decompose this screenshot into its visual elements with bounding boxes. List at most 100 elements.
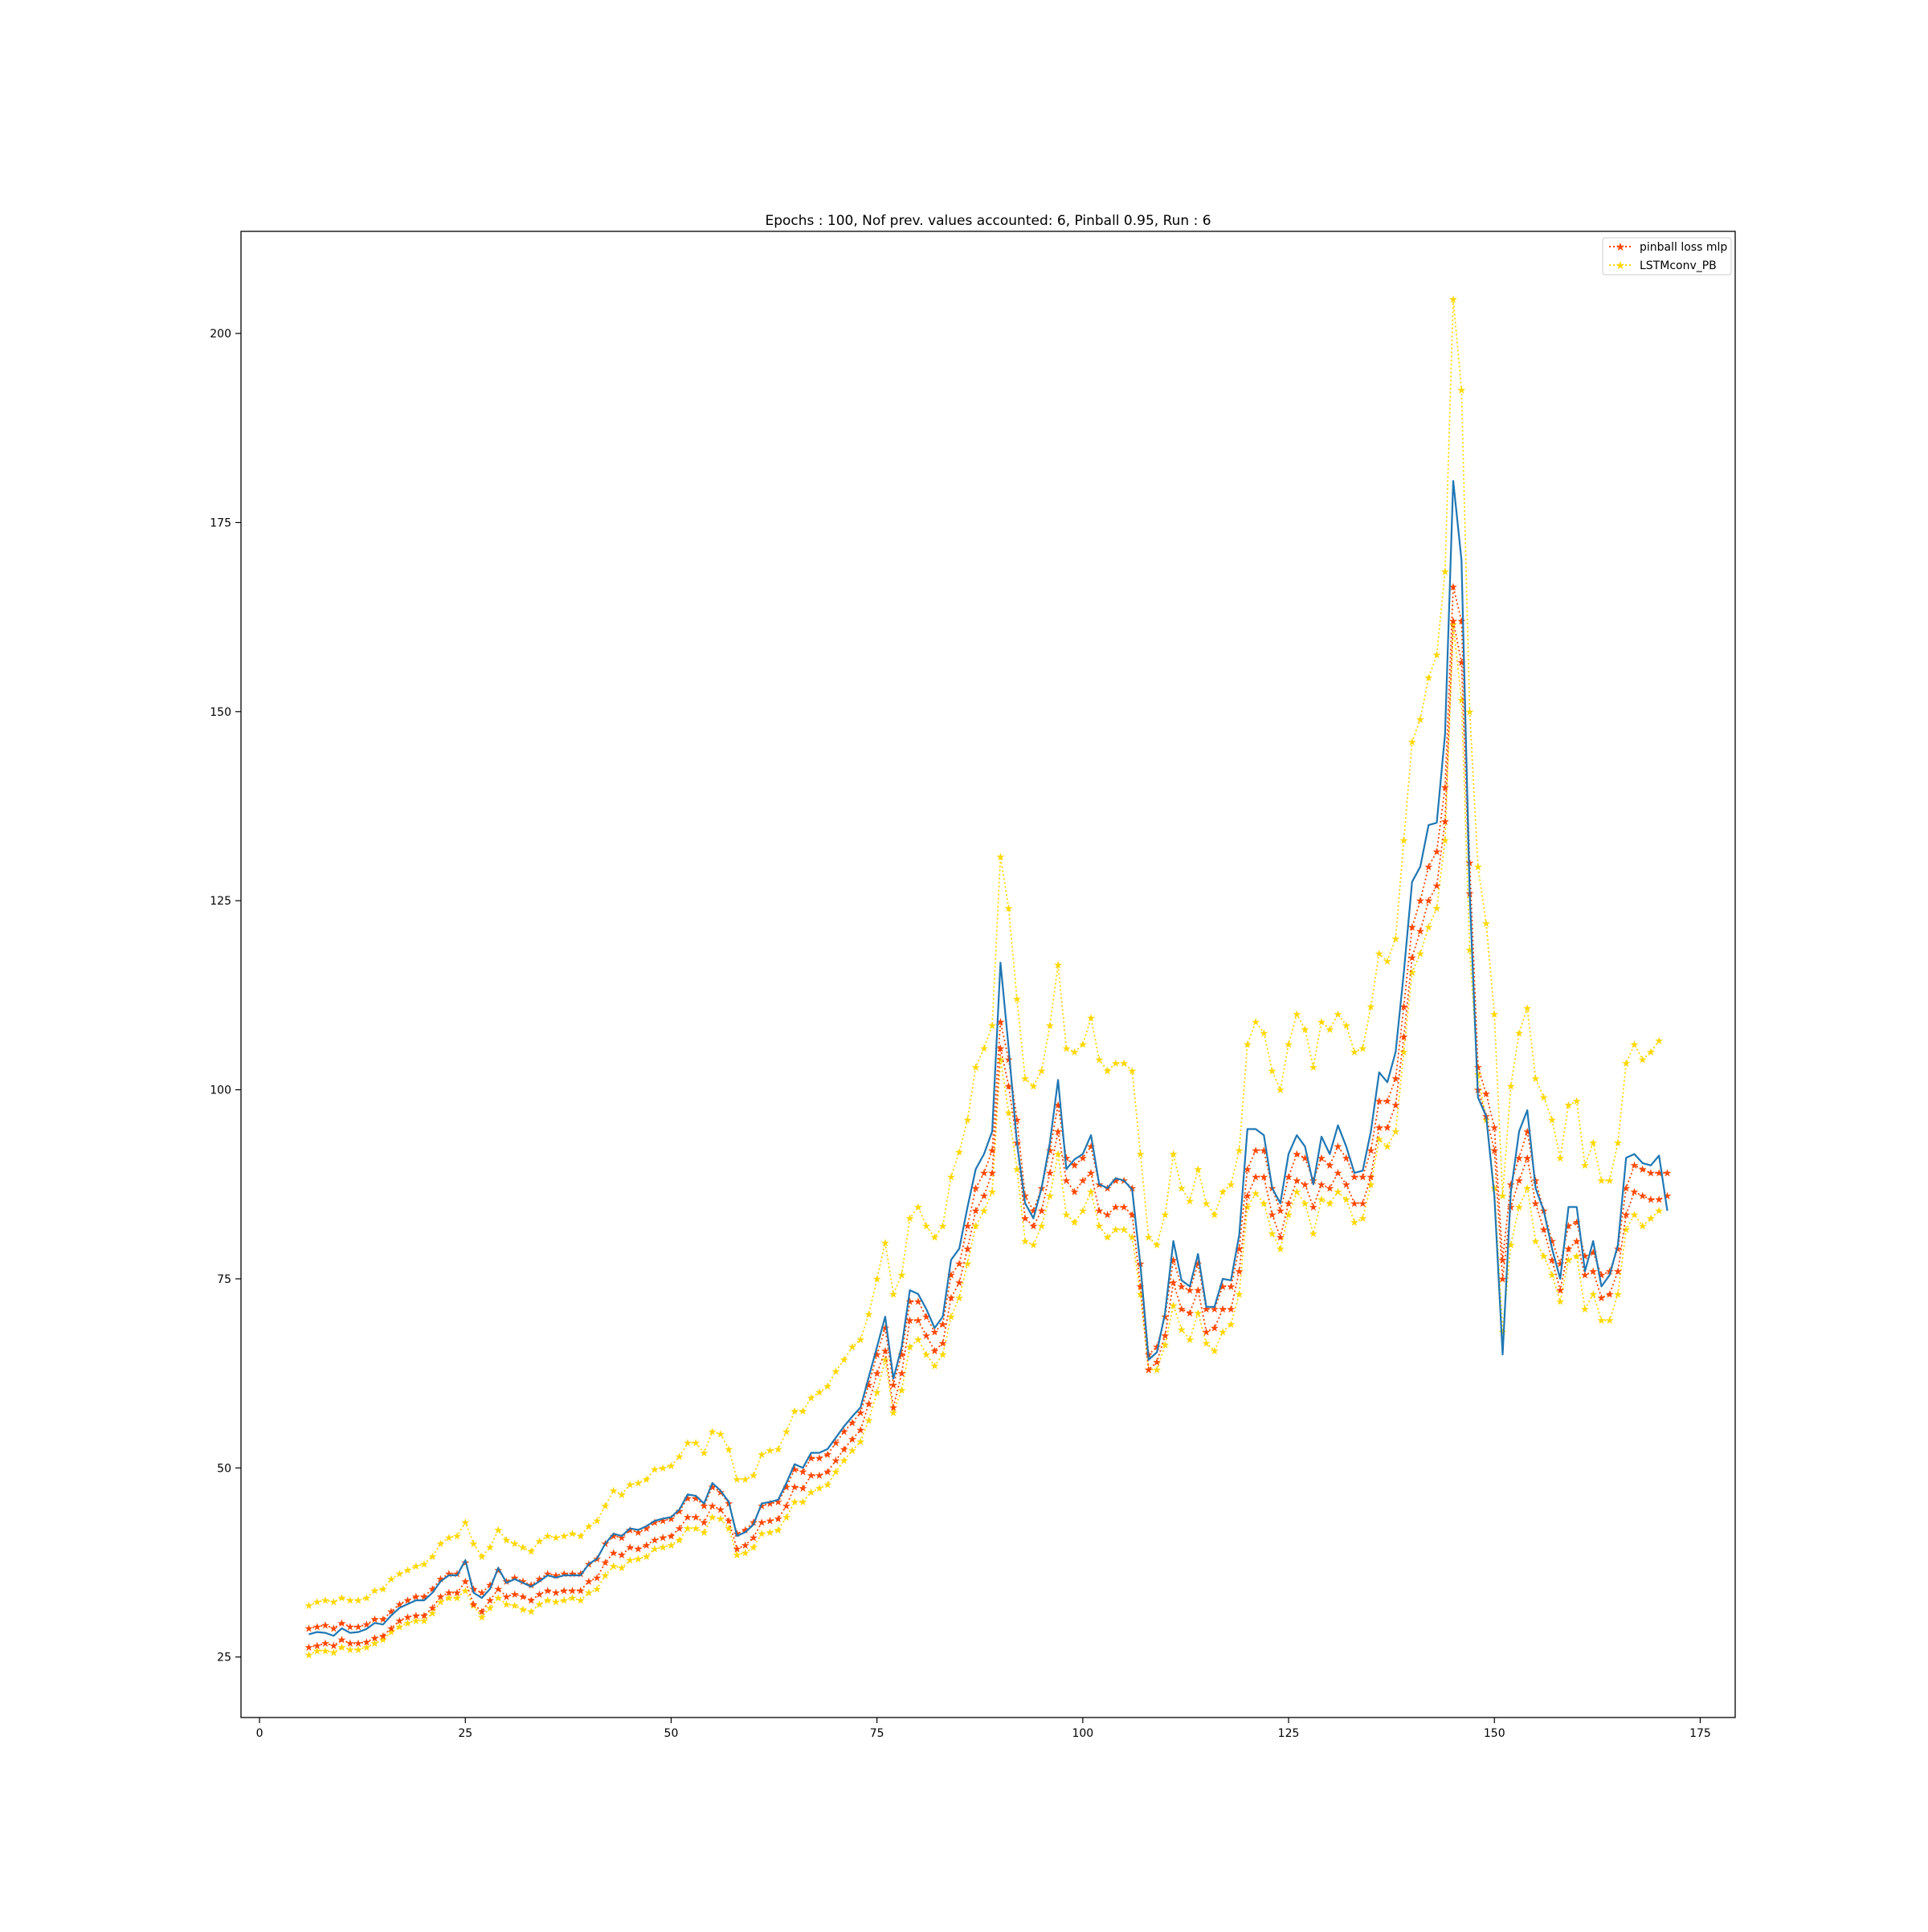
data-point-lstm-lower: ★: [1613, 1289, 1623, 1301]
data-point-pinball-upper: ★: [609, 1531, 619, 1543]
series-pinball-lower: ★ ★ ★ ★ ★ ★ ★ ★ ★ ★ ★ ★ ★ ★ ★ ★ ★ ★ ★ ★ ★ ★ ★ ★ ★ ★ ★ ★ ★ ★ ★ ★ ★ ★ ★ ★ ★ ★ ★ ★…: [304, 615, 1673, 1653]
data-point-lstm-upper: ★: [485, 1542, 495, 1554]
data-point-lstm-lower: ★: [1654, 1206, 1664, 1218]
data-point-lstm-upper: ★: [1489, 1009, 1499, 1021]
data-point-pinball-lower: ★: [1432, 880, 1442, 892]
data-point-lstm-lower: ★: [345, 1644, 355, 1656]
data-point-lstm-lower: ★: [543, 1595, 553, 1607]
data-point-lstm-upper: ★: [1448, 294, 1458, 306]
data-point-lstm-upper: ★: [864, 1309, 874, 1321]
data-point-pinball-lower: ★: [510, 1589, 520, 1601]
data-point-lstm-upper: ★: [979, 1043, 989, 1055]
data-point-pinball-lower: ★: [1489, 1145, 1499, 1157]
data-point-lstm-upper: ★: [1177, 1183, 1187, 1195]
data-point-lstm-upper: ★: [584, 1521, 594, 1533]
data-point-pinball-upper: ★: [1547, 1236, 1557, 1248]
data-point-pinball-upper: ★: [1210, 1304, 1219, 1316]
data-point-pinball-upper: ★: [427, 1583, 437, 1595]
data-point-pinball-lower: ★: [1152, 1357, 1162, 1369]
data-point-pinball-upper: ★: [1407, 922, 1417, 934]
y-tick-label: 150: [210, 706, 231, 719]
data-point-pinball-upper: ★: [1029, 1206, 1039, 1218]
data-point-pinball-lower: ★: [1663, 1191, 1673, 1203]
data-point-pinball-upper: ★: [477, 1587, 487, 1599]
data-point-lstm-upper: ★: [394, 1569, 404, 1581]
data-point-pinball-lower: ★: [1366, 1171, 1376, 1183]
data-point-lstm-lower: ★: [971, 1221, 981, 1233]
data-point-pinball-upper: ★: [766, 1498, 775, 1510]
data-point-lstm-upper: ★: [1572, 1096, 1582, 1108]
data-point-pinball-lower: ★: [1407, 952, 1417, 964]
data-point-lstm-upper: ★: [617, 1489, 627, 1501]
data-point-pinball-lower: ★: [815, 1470, 824, 1482]
data-point-lstm-upper: ★: [905, 1213, 915, 1225]
data-point-lstm-upper: ★: [1531, 1073, 1541, 1085]
data-point-lstm-lower: ★: [1415, 949, 1425, 961]
data-point-pinball-lower: ★: [312, 1640, 322, 1652]
data-point-lstm-upper: ★: [1588, 1138, 1598, 1150]
data-point-pinball-upper: ★: [741, 1525, 750, 1537]
data-point-pinball-lower: ★: [485, 1595, 495, 1607]
data-point-lstm-lower: ★: [1193, 1308, 1203, 1320]
data-point-pinball-lower: ★: [469, 1599, 479, 1611]
data-point-pinball-lower: ★: [708, 1501, 717, 1513]
x-tick-label: 0: [256, 1727, 263, 1740]
data-point-lstm-lower: ★: [1531, 1236, 1541, 1248]
data-point-lstm-upper: ★: [1456, 385, 1466, 397]
data-point-lstm-upper: ★: [856, 1334, 865, 1346]
data-point-pinball-lower: ★: [1210, 1323, 1219, 1335]
data-point-lstm-lower: ★: [321, 1646, 330, 1658]
data-point-lstm-lower: ★: [427, 1608, 437, 1620]
data-point-pinball-lower: ★: [551, 1587, 561, 1599]
data-point-lstm-upper: ★: [1193, 1164, 1203, 1176]
data-point-lstm-lower: ★: [1342, 1195, 1351, 1207]
data-point-pinball-lower: ★: [1004, 1080, 1014, 1093]
data-point-pinball-lower: ★: [1144, 1364, 1154, 1376]
data-point-lstm-upper: ★: [733, 1474, 742, 1486]
data-point-pinball-lower: ★: [905, 1315, 915, 1327]
data-point-lstm-lower: ★: [1391, 1126, 1400, 1138]
data-point-pinball-upper: ★: [1045, 1145, 1055, 1157]
data-point-lstm-lower: ★: [378, 1635, 388, 1647]
data-point-lstm-upper: ★: [839, 1354, 849, 1366]
data-point-pinball-upper: ★: [1399, 1002, 1409, 1014]
data-point-pinball-lower: ★: [526, 1595, 536, 1607]
data-point-pinball-lower: ★: [1037, 1206, 1047, 1218]
data-point-lstm-lower: ★: [799, 1497, 808, 1509]
data-point-lstm-upper: ★: [1235, 1145, 1244, 1157]
data-point-pinball-lower: ★: [460, 1576, 470, 1588]
data-point-lstm-upper: ★: [1654, 1035, 1664, 1048]
data-point-lstm-upper: ★: [1169, 1149, 1178, 1161]
data-point-lstm-lower: ★: [1004, 1107, 1014, 1119]
data-point-pinball-lower: ★: [1276, 1232, 1285, 1244]
data-point-lstm-lower: ★: [683, 1523, 692, 1535]
data-point-lstm-lower: ★: [1218, 1326, 1227, 1338]
data-point-pinball-lower: ★: [774, 1513, 783, 1526]
data-point-pinball-lower: ★: [1251, 1171, 1260, 1183]
data-point-pinball-lower: ★: [1029, 1221, 1039, 1233]
series-line-pinball-upper: [308, 586, 1668, 1629]
data-point-pinball-upper: ★: [1440, 782, 1450, 794]
data-point-pinball-lower: ★: [1292, 1175, 1301, 1187]
data-point-pinball-upper: ★: [897, 1350, 907, 1362]
data-point-pinball-upper: ★: [946, 1270, 956, 1282]
data-point-pinball-lower: ★: [921, 1330, 931, 1342]
data-point-pinball-upper: ★: [1564, 1221, 1574, 1233]
data-point-pinball-lower: ★: [1103, 1209, 1113, 1221]
data-point-pinball-lower: ★: [1235, 1266, 1244, 1278]
data-point-pinball-upper: ★: [799, 1467, 808, 1479]
legend-marker-pinball: ★: [1616, 241, 1626, 254]
data-point-lstm-lower: ★: [362, 1642, 371, 1654]
data-point-lstm-upper: ★: [551, 1532, 561, 1544]
data-point-lstm-upper: ★: [510, 1538, 520, 1550]
data-point-pinball-lower: ★: [954, 1277, 964, 1289]
data-point-pinball-lower: ★: [1597, 1293, 1607, 1305]
data-point-lstm-upper: ★: [518, 1542, 528, 1554]
data-point-pinball-upper: ★: [1580, 1251, 1590, 1263]
data-point-pinball-lower: ★: [979, 1191, 989, 1203]
data-point-pinball-lower: ★: [1383, 1122, 1392, 1134]
y-tick-label: 75: [217, 1273, 231, 1286]
data-point-pinball-lower: ★: [1456, 657, 1466, 669]
data-point-pinball-upper: ★: [1342, 1153, 1351, 1165]
data-point-pinball-upper: ★: [1375, 1096, 1384, 1108]
